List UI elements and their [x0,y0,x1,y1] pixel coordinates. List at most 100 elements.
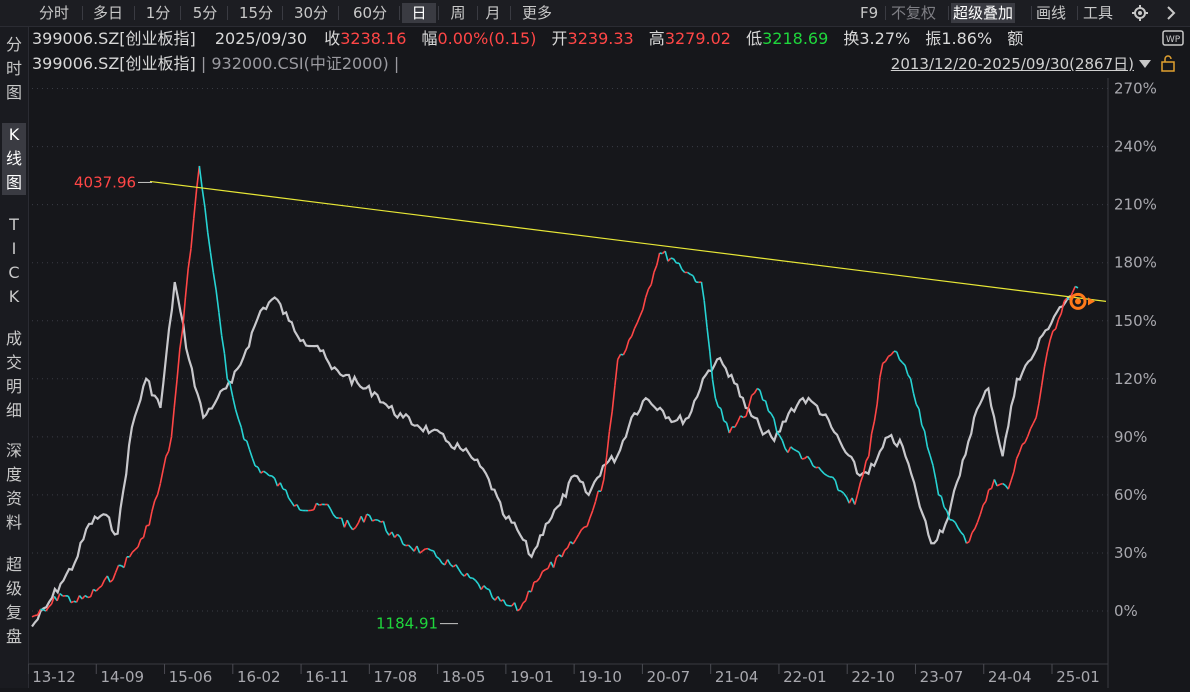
kline-chart[interactable]: 270%240%210%180%150%120%90%60%30%0%13-12… [28,78,1190,688]
no-adjust-button[interactable]: 不复权 [891,3,936,23]
chart-svg[interactable]: 270%240%210%180%150%120%90%60%30%0%13-12… [28,78,1190,688]
kline-segment [955,522,958,527]
period-tab-2[interactable]: 1分 [138,3,178,23]
kline-segment [925,431,928,447]
y-tick-label: 210% [1114,196,1157,214]
period-tab-6[interactable]: 60分 [343,3,397,23]
kline-segment [1053,329,1056,331]
kline-segment [718,407,721,409]
x-tick-label: 13-12 [32,668,76,686]
x-tick-label: 21-04 [715,668,759,686]
kline-segment [169,437,172,451]
kline-segment [498,596,501,601]
tools-button[interactable]: 工具 [1083,3,1113,23]
kline-segment [872,421,875,434]
kline-segment [132,550,135,553]
sidebar-item-3[interactable]: 成交明细 [2,327,26,423]
trend-line[interactable] [150,181,1106,301]
sidebar-item-4[interactable]: 深度资料 [2,439,26,535]
kline-segment [1031,423,1034,428]
x-tick-label: 23-07 [920,668,964,686]
wp-icon[interactable]: WP [1162,30,1184,48]
sidebar-item-0[interactable]: 分时图 [2,33,26,105]
kline-segment [992,479,995,488]
kline-segment [810,460,813,466]
kline-segment [392,532,395,537]
kline-segment [130,552,133,557]
triangle-down-icon[interactable] [1138,58,1152,70]
f9-button[interactable]: F9 [860,3,878,23]
kline-segment [983,501,986,505]
kline-segment [135,547,138,550]
kline-segment [838,490,841,491]
kline-segment [238,419,241,427]
kline-segment [347,520,350,526]
kline-segment [423,549,426,551]
period-tab-5[interactable]: 30分 [286,3,336,23]
kline-segment [107,576,110,582]
kline-segment [272,476,275,478]
turnover-value: 3.27% [859,29,910,48]
period-tab-0[interactable]: 分时 [28,3,80,23]
overlay-index-label: 932000.CSI(中证2000) [211,54,388,73]
kline-segment [713,380,716,398]
kline-segment [409,545,412,548]
kline-segment [478,584,481,590]
kline-segment [317,503,320,505]
kline-segment [548,562,551,569]
period-tab-4[interactable]: 15分 [232,3,280,23]
kline-segment [966,542,969,544]
gear-icon[interactable] [1130,4,1150,22]
kline-segment [141,537,144,539]
kline-segment [727,423,730,433]
kline-segment [102,580,105,586]
kline-segment [208,232,211,252]
kline-segment [506,605,509,606]
kline-segment [367,514,370,515]
period-tab-7[interactable]: 日 [402,3,436,23]
kline-segment [224,353,227,378]
kline-segment [593,502,596,511]
period-tab-8[interactable]: 周 [441,3,475,23]
kline-segment [791,447,794,449]
kline-segment [344,520,347,527]
kline-segment [523,601,526,604]
x-tick-label: 19-10 [578,668,622,686]
toolbar: 分时多日 1分 5分 15分 30分 60分日周月更多 F9 不复权 超级叠加 画线 工具 [0,0,1190,27]
kline-segment [651,272,654,284]
kline-segment [233,397,236,409]
period-tab-1[interactable]: 多日 [84,3,132,23]
period-tab-3[interactable]: 5分 [185,3,225,23]
current-price-arrow [1088,297,1095,305]
y-tick-label: 0% [1114,602,1138,620]
x-tick-label: 20-07 [647,668,691,686]
draw-line-button[interactable]: 画线 [1036,3,1066,23]
kline-segment [780,436,783,441]
close-label: 收 [324,29,340,48]
date-range-link[interactable]: 2013/12/20-2025/09/30(2867日) [891,52,1134,76]
kline-segment [1011,472,1014,481]
lock-icon[interactable] [1160,55,1176,73]
chevron-right-icon[interactable] [1164,5,1178,21]
kline-segment [584,526,587,527]
sidebar-item-5[interactable]: 超级复盘 [2,553,26,649]
kline-segment [648,285,651,289]
kline-segment [400,537,403,544]
divider [227,6,228,20]
kline-segment [972,529,975,533]
kline-segment [632,328,635,336]
kline-segment [1042,367,1045,385]
kline-segment [230,384,233,397]
period-tab-10[interactable]: 更多 [514,3,560,23]
super-overlay-button[interactable]: 超级叠加 [951,3,1015,23]
kline-segment [403,544,406,545]
period-tab-9[interactable]: 月 [478,3,508,23]
kline-segment [378,520,381,522]
kline-segment [607,431,610,457]
kline-segment [534,581,537,582]
kline-segment [364,514,367,522]
kline-segment [319,504,322,505]
kline-segment [944,507,947,511]
